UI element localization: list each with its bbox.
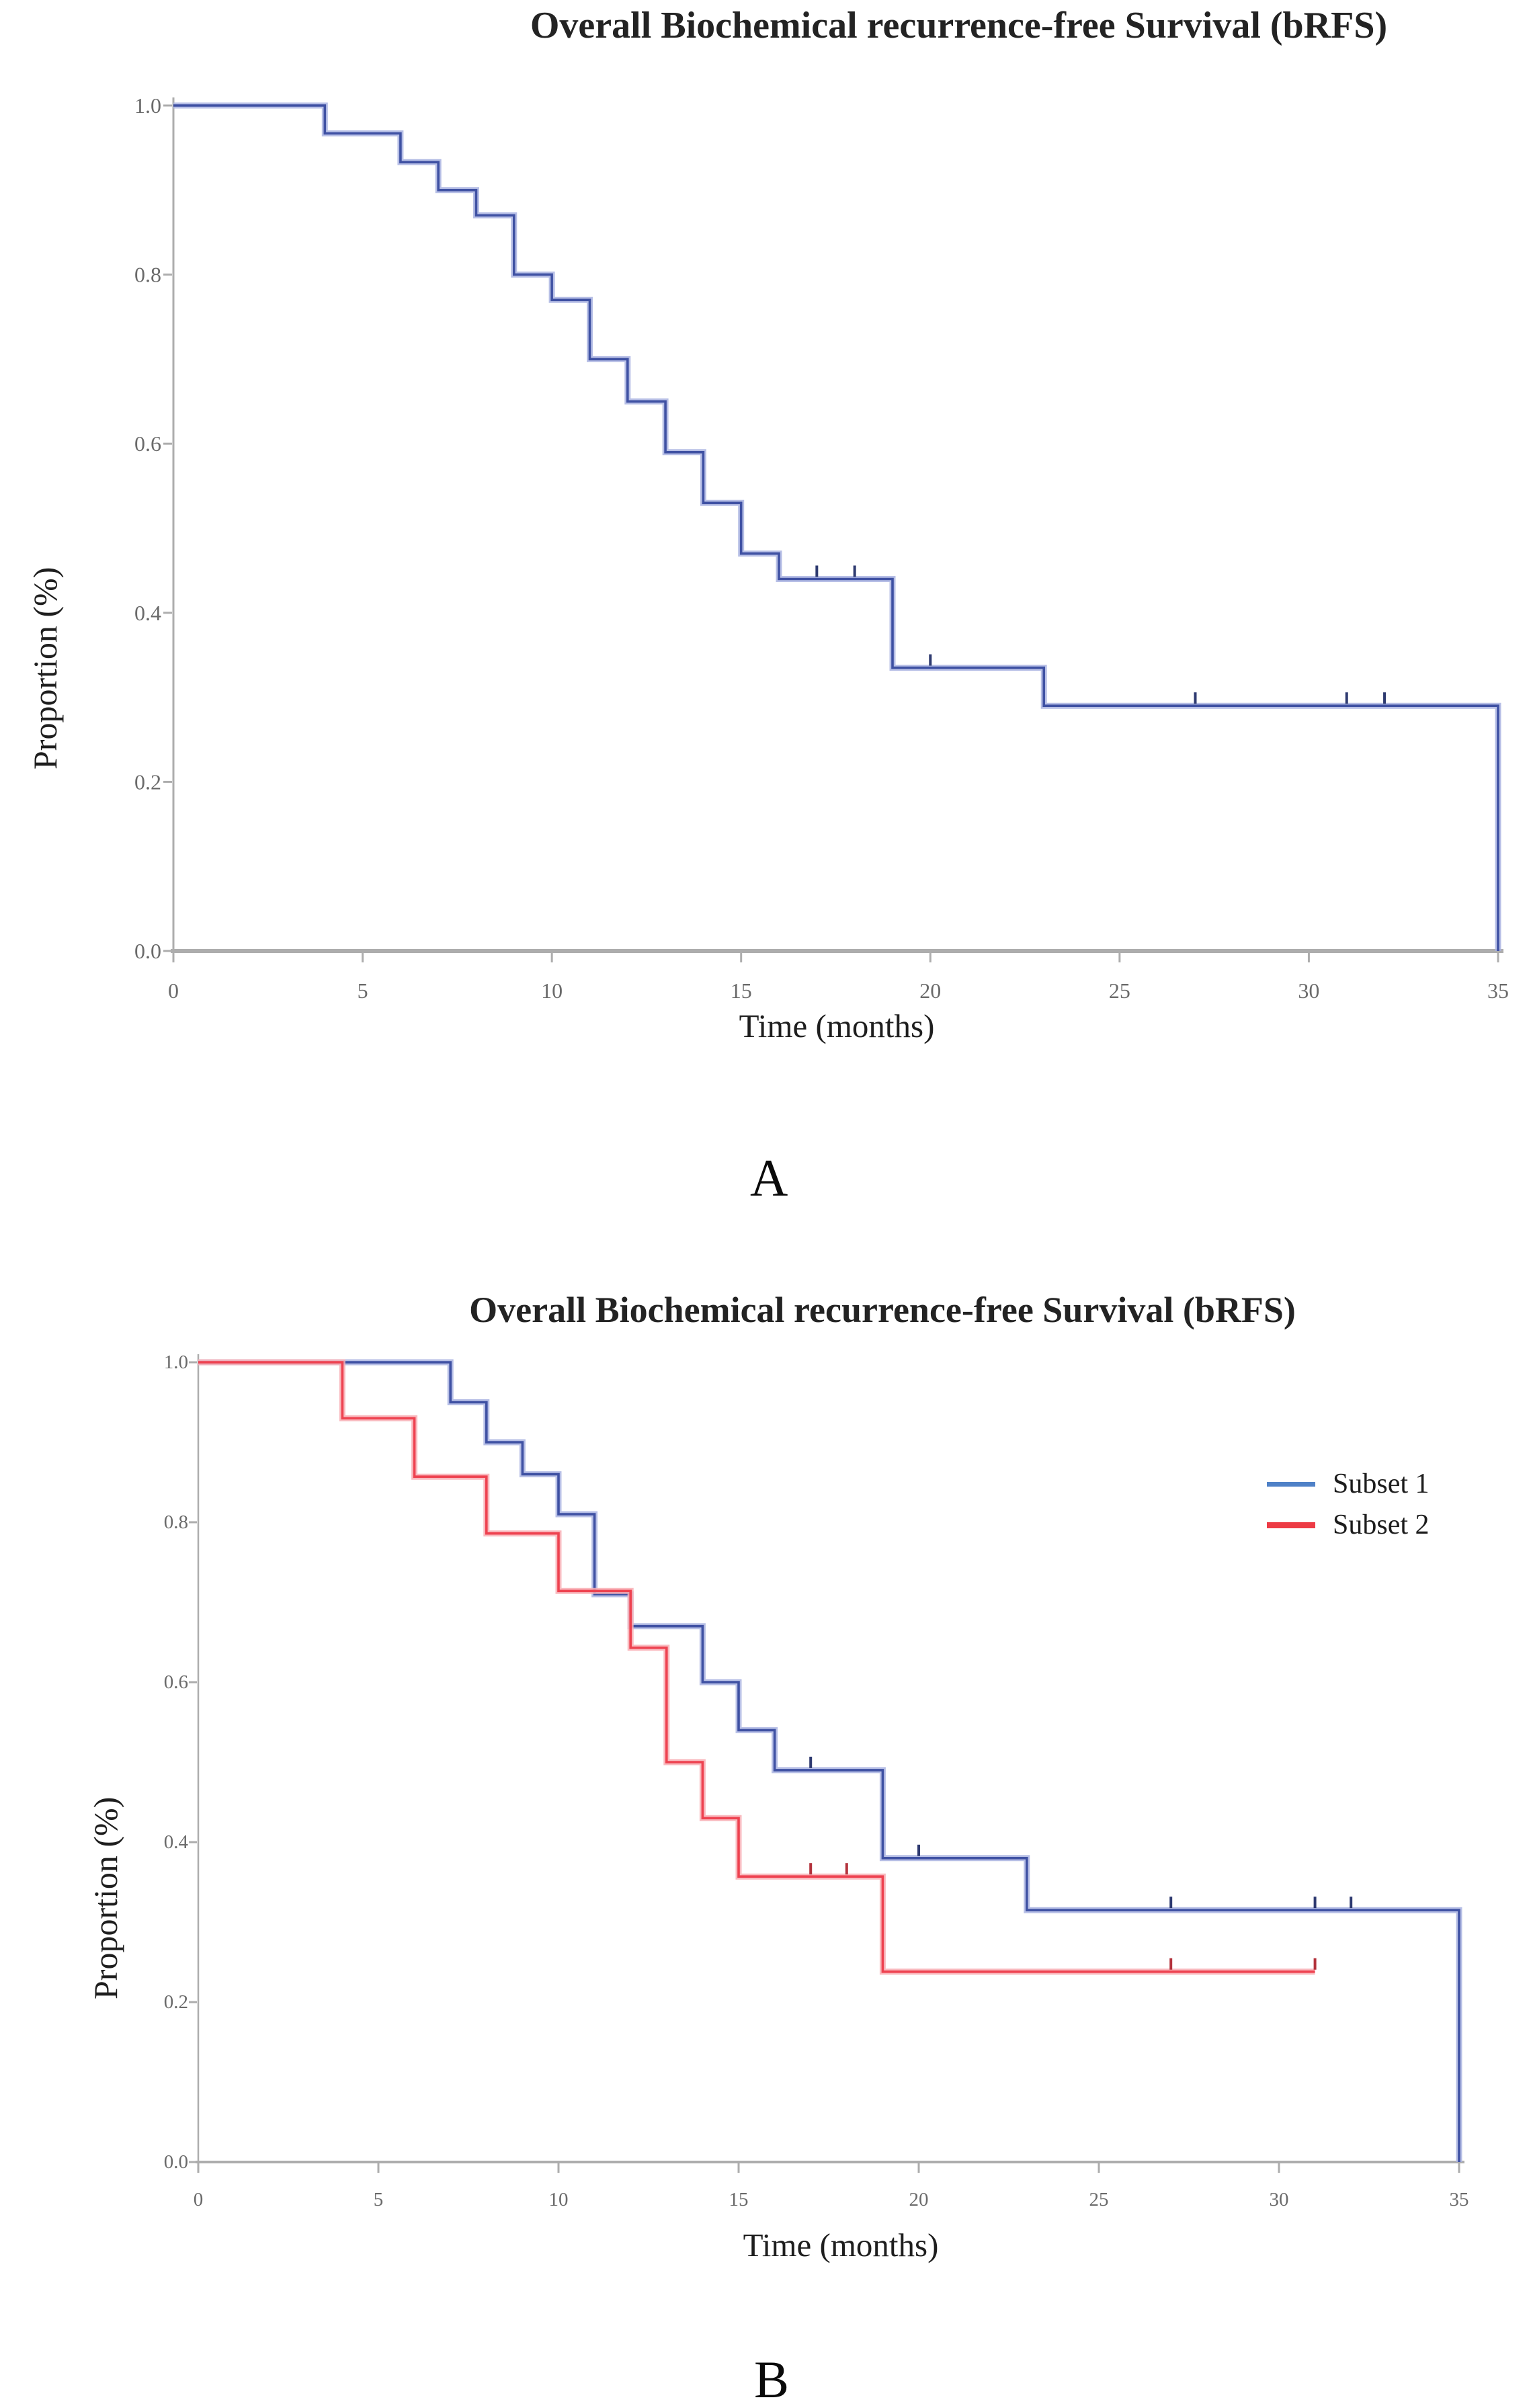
legend-line-subset1-blue [1267, 1481, 1315, 1487]
panel-a-x-tick-label: 0 [168, 979, 179, 1003]
panel-b-x-tick-label: 30 [1270, 2189, 1289, 2210]
panel-a-title: Overall Biochemical recurrence-free Surv… [530, 5, 1388, 46]
panel-a-x-tick-label: 20 [919, 979, 941, 1003]
panel-a-ylabel: Proportion (%) [26, 567, 64, 770]
panel-b-x-tick-label: 35 [1450, 2189, 1469, 2210]
panel-a-y-tick-label: 0.2 [134, 770, 161, 794]
panel-b-y-tick-label: 0.8 [164, 1511, 188, 1533]
panel-b-y-tick-label: 0.2 [164, 1991, 188, 2013]
panel-b-x-tick-label: 5 [374, 2189, 384, 2210]
panel-b-y-tick-label: 0.0 [164, 2151, 188, 2173]
panel-b-x-tick-label: 25 [1089, 2189, 1109, 2210]
legend-label-subset1: Subset 1 [1333, 1468, 1430, 1499]
panel-a-y-tick-label: 0.8 [134, 263, 161, 287]
panel-b-curve-subset-2-halo [198, 1359, 1315, 1975]
panel-b-x-tick-label: 15 [729, 2189, 749, 2210]
panel-a-y-tick-label: 0.6 [134, 431, 161, 456]
panel-a-y-tick-label: 0.4 [134, 601, 161, 625]
panel-a-x-tick-label: 25 [1109, 979, 1130, 1003]
panel-a-letter: A [750, 1149, 788, 1207]
panel-a-x-tick-label: 30 [1298, 979, 1319, 1003]
panel-a-x-tick-label: 15 [731, 979, 752, 1003]
panel-a-y-tick-label: 1.0 [134, 93, 161, 118]
panel-b-letter: B [754, 2350, 790, 2408]
legend-item-subset1: Subset 1 [1267, 1468, 1430, 1500]
legend-item-subset2: Subset 2 [1267, 1509, 1430, 1541]
panel-a-curve-overall-cohort [173, 104, 1499, 951]
panel-b-y-tick-label: 0.4 [164, 1831, 189, 1853]
panel-a-curve-overall-cohort-halo [173, 102, 1501, 951]
panel-b-y-tick-label: 0.6 [164, 1671, 188, 1693]
panel-b-curve-subset-2 [198, 1361, 1315, 1973]
panel-a-xlabel: Time (months) [739, 1007, 935, 1044]
panel-b-x-tick-label: 10 [549, 2189, 569, 2210]
panel-b-title: Overall Biochemical recurrence-free Surv… [469, 1290, 1296, 1330]
panel-a-x-tick-label: 35 [1487, 979, 1509, 1003]
panel-a-y-tick-label: 0.0 [134, 939, 161, 963]
panel-b-y-tick-label: 1.0 [164, 1352, 188, 1373]
panel-a-x-tick-label: 5 [358, 979, 368, 1003]
legend-label-subset2: Subset 2 [1333, 1509, 1430, 1540]
panel-b-x-tick-label: 20 [909, 2189, 929, 2210]
legend-line-subset2-red [1267, 1522, 1315, 1528]
panel-a-x-tick-label: 10 [541, 979, 563, 1003]
panel-b-xlabel: Time (months) [743, 2227, 939, 2264]
panel-b-ylabel: Proportion (%) [87, 1796, 124, 1999]
panel-b-x-tick-label: 0 [194, 2189, 204, 2210]
